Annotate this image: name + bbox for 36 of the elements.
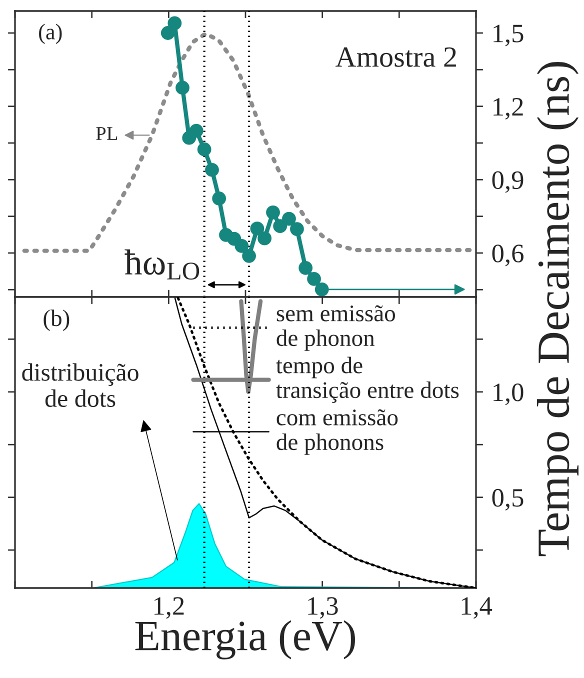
y-axis-title: Tempo de Decaimento (ns) bbox=[536, 62, 579, 556]
annotation: Amostra 2 bbox=[336, 47, 456, 67]
y-tick-label: 1,0 bbox=[494, 384, 524, 406]
point bbox=[290, 222, 304, 236]
y-tick-label: 0,5 bbox=[492, 488, 524, 511]
point bbox=[258, 231, 272, 246]
legend-label: com emissão de phonons bbox=[276, 409, 398, 455]
point bbox=[212, 192, 226, 206]
point bbox=[189, 124, 204, 138]
annotation: ħω$_{LO}$ bbox=[124, 249, 200, 280]
point bbox=[205, 162, 219, 177]
x-tick-label: 1,4 bbox=[462, 597, 492, 619]
y-tick-label: 1,2 bbox=[494, 98, 523, 120]
point bbox=[168, 16, 182, 30]
point bbox=[314, 282, 329, 296]
point bbox=[250, 222, 264, 236]
x-tick-label: 1,3 bbox=[308, 597, 338, 619]
point bbox=[266, 205, 280, 220]
annotation: PL bbox=[96, 127, 118, 140]
point bbox=[273, 219, 288, 234]
point bbox=[282, 212, 296, 226]
annotation: distribuição de dots bbox=[22, 363, 138, 407]
x-tick-label: 1,2 bbox=[154, 597, 184, 619]
annotation: (a) bbox=[39, 24, 62, 44]
x-axis-title: Energia (eV) bbox=[135, 620, 355, 660]
annotation: (b) bbox=[44, 310, 70, 331]
point bbox=[234, 238, 249, 253]
y-tick-label: 1,5 bbox=[494, 24, 524, 46]
point bbox=[160, 26, 175, 40]
point bbox=[176, 80, 190, 95]
point bbox=[242, 248, 256, 263]
y-tick-label: 0,6 bbox=[492, 244, 524, 266]
point bbox=[307, 272, 321, 286]
y-tick-label: 0,9 bbox=[492, 171, 524, 193]
point bbox=[197, 142, 212, 156]
point bbox=[298, 260, 313, 275]
